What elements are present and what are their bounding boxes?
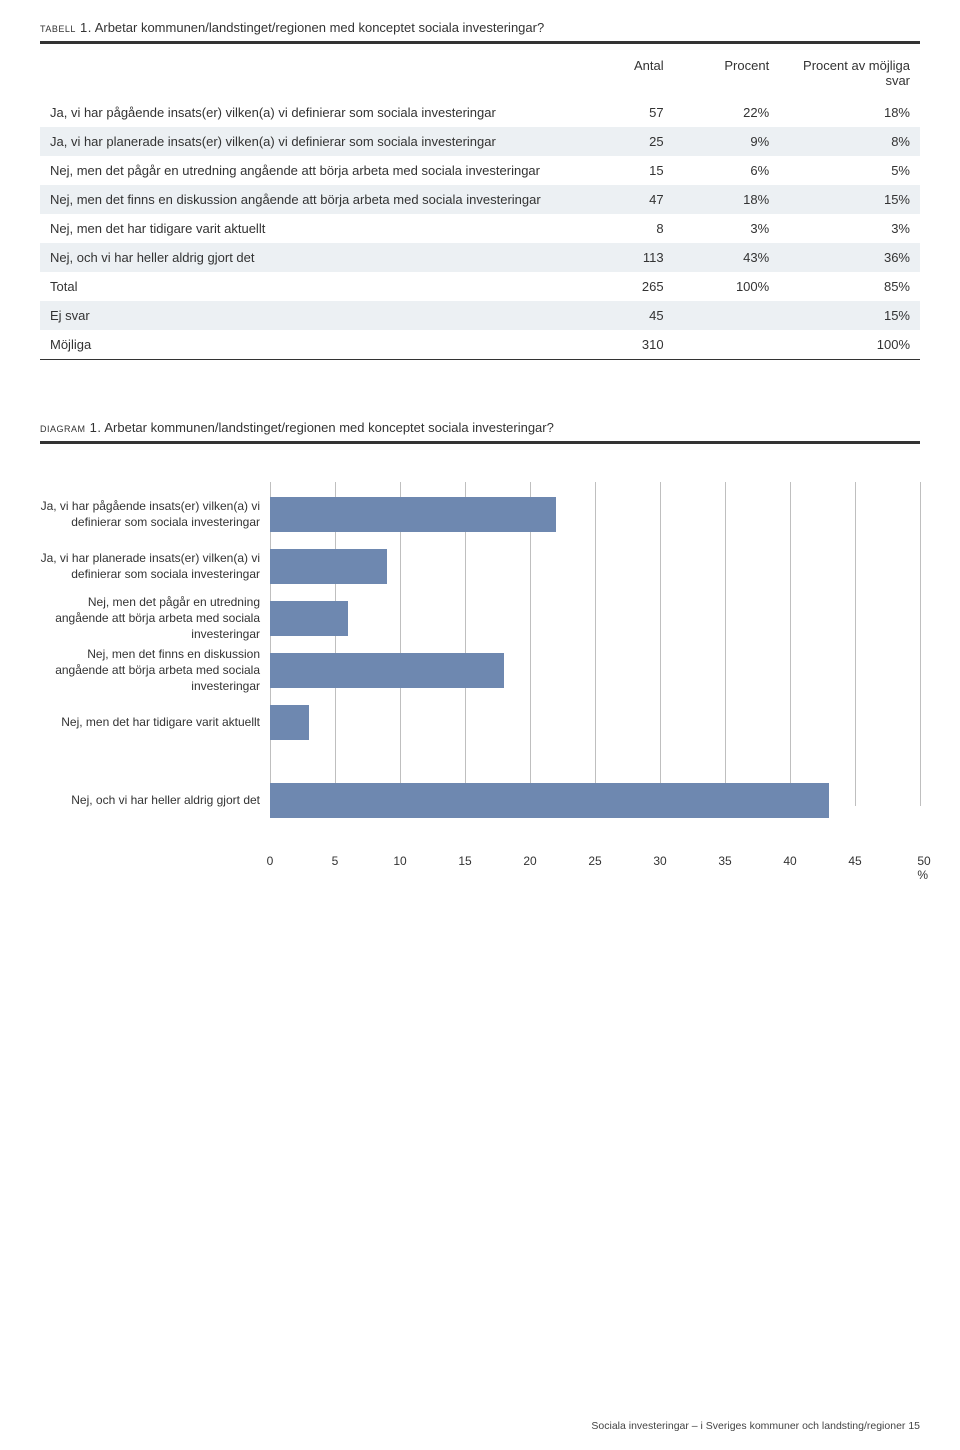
diagram-title: diagram 1. Arbetar kommunen/landstinget/…: [40, 420, 920, 441]
table-cell: 85%: [779, 272, 920, 301]
chart-category-label: Nej, men det finns en diskussion angåend…: [40, 644, 270, 696]
chart-plot: 05101520253035404550 %: [270, 488, 920, 854]
table-cell: Nej, men det finns en diskussion angåend…: [40, 185, 586, 214]
table-cell: Total: [40, 272, 586, 301]
data-table: Antal Procent Procent av möjliga svar Ja…: [40, 52, 920, 359]
chart-bar-row: [270, 488, 920, 540]
table-cell: 8: [586, 214, 674, 243]
chart-bar: [270, 783, 829, 818]
x-tick: 5: [332, 854, 339, 868]
table-cell: 3%: [674, 214, 780, 243]
table-cell: Möjliga: [40, 330, 586, 359]
x-tick: 20: [523, 854, 536, 868]
col-empty: [40, 52, 586, 98]
table-row: Nej, men det har tidigare varit aktuellt…: [40, 214, 920, 243]
table-title-text: Arbetar kommunen/landstinget/regionen me…: [92, 20, 544, 35]
table-cell: Nej, och vi har heller aldrig gjort det: [40, 243, 586, 272]
col-antal: Antal: [586, 52, 674, 98]
chart-category-label: Nej, men det har tidigare varit aktuellt: [40, 696, 270, 748]
chart-category-label: Ja, vi har pågående insats(er) vilken(a)…: [40, 488, 270, 540]
table-row: Nej, men det pågår en utredning angående…: [40, 156, 920, 185]
x-tick: 50 %: [917, 854, 930, 882]
table-cell: [674, 330, 780, 359]
table-cell: 43%: [674, 243, 780, 272]
table-cell: 310: [586, 330, 674, 359]
x-tick: 40: [783, 854, 796, 868]
x-tick: 45: [848, 854, 861, 868]
table-cell: 18%: [779, 98, 920, 127]
table-cell: 18%: [674, 185, 780, 214]
chart-bar: [270, 601, 348, 636]
x-tick: 10: [393, 854, 406, 868]
x-tick: 15: [458, 854, 471, 868]
chart-category-label: Nej, men det pågår en utredning angående…: [40, 592, 270, 644]
table-cell: Ja, vi har planerade insats(er) vilken(a…: [40, 127, 586, 156]
table-cell: 100%: [674, 272, 780, 301]
table-cell: 36%: [779, 243, 920, 272]
table-cell: 15: [586, 156, 674, 185]
x-tick: 30: [653, 854, 666, 868]
chart-bar: [270, 653, 504, 688]
table-bottom-rule: [40, 359, 920, 360]
chart-bar-row: [270, 774, 920, 826]
chart-bar: [270, 705, 309, 740]
table-cell: 8%: [779, 127, 920, 156]
table-title: tabell 1. Arbetar kommunen/landstinget/r…: [40, 20, 920, 41]
chart-category-label: Nej, och vi har heller aldrig gjort det: [40, 774, 270, 826]
table-row: Möjliga310 100%: [40, 330, 920, 359]
table-cell: 25: [586, 127, 674, 156]
page-footer: Sociala investeringar – i Sveriges kommu…: [591, 1420, 920, 1432]
x-tick: 35: [718, 854, 731, 868]
chart-bar-row: [270, 540, 920, 592]
table-row: Total265100%85%: [40, 272, 920, 301]
chart-bar: [270, 497, 556, 532]
x-tick: 25: [588, 854, 601, 868]
diagram-title-prefix: diagram 1.: [40, 420, 101, 435]
table-cell: 9%: [674, 127, 780, 156]
chart-bar-row: [270, 696, 920, 748]
table-cell: 3%: [779, 214, 920, 243]
table-row: Nej, men det finns en diskussion angåend…: [40, 185, 920, 214]
table-cell: 15%: [779, 185, 920, 214]
chart-bar-row: [270, 592, 920, 644]
table-cell: 265: [586, 272, 674, 301]
table-row: Ja, vi har planerade insats(er) vilken(a…: [40, 127, 920, 156]
table-cell: Ej svar: [40, 301, 586, 330]
table-row: Ej svar45 15%: [40, 301, 920, 330]
table-cell: 15%: [779, 301, 920, 330]
plot-area: [270, 488, 920, 826]
chart-y-labels: Ja, vi har pågående insats(er) vilken(a)…: [40, 488, 270, 854]
chart-bar: [270, 549, 387, 584]
table-title-prefix: tabell 1.: [40, 20, 92, 35]
chart-bar-row: [270, 644, 920, 696]
col-procent: Procent: [674, 52, 780, 98]
table-cell: 113: [586, 243, 674, 272]
footer-text: Sociala investeringar – i Sveriges kommu…: [591, 1420, 920, 1432]
table-cell: [674, 301, 780, 330]
table-cell: 47: [586, 185, 674, 214]
table-row: Nej, och vi har heller aldrig gjort det1…: [40, 243, 920, 272]
diagram-1: diagram 1. Arbetar kommunen/landstinget/…: [40, 420, 920, 854]
table-cell: Ja, vi har pågående insats(er) vilken(a)…: [40, 98, 586, 127]
table-cell: 22%: [674, 98, 780, 127]
table-cell: 57: [586, 98, 674, 127]
diagram-title-text: Arbetar kommunen/landstinget/regionen me…: [101, 420, 553, 435]
gridline: [920, 482, 921, 806]
chart-category-label: Ja, vi har planerade insats(er) vilken(a…: [40, 540, 270, 592]
table-1: tabell 1. Arbetar kommunen/landstinget/r…: [40, 20, 920, 360]
col-procent-av: Procent av möjliga svar: [779, 52, 920, 98]
table-top-rule: [40, 41, 920, 44]
table-cell: 100%: [779, 330, 920, 359]
table-cell: Nej, men det pågår en utredning angående…: [40, 156, 586, 185]
table-cell: Nej, men det har tidigare varit aktuellt: [40, 214, 586, 243]
table-cell: 45: [586, 301, 674, 330]
table-cell: 6%: [674, 156, 780, 185]
table-header-row: Antal Procent Procent av möjliga svar: [40, 52, 920, 98]
table-cell: 5%: [779, 156, 920, 185]
diagram-top-rule: [40, 441, 920, 444]
table-row: Ja, vi har pågående insats(er) vilken(a)…: [40, 98, 920, 127]
x-tick: 0: [267, 854, 274, 868]
chart: Ja, vi har pågående insats(er) vilken(a)…: [40, 452, 920, 854]
